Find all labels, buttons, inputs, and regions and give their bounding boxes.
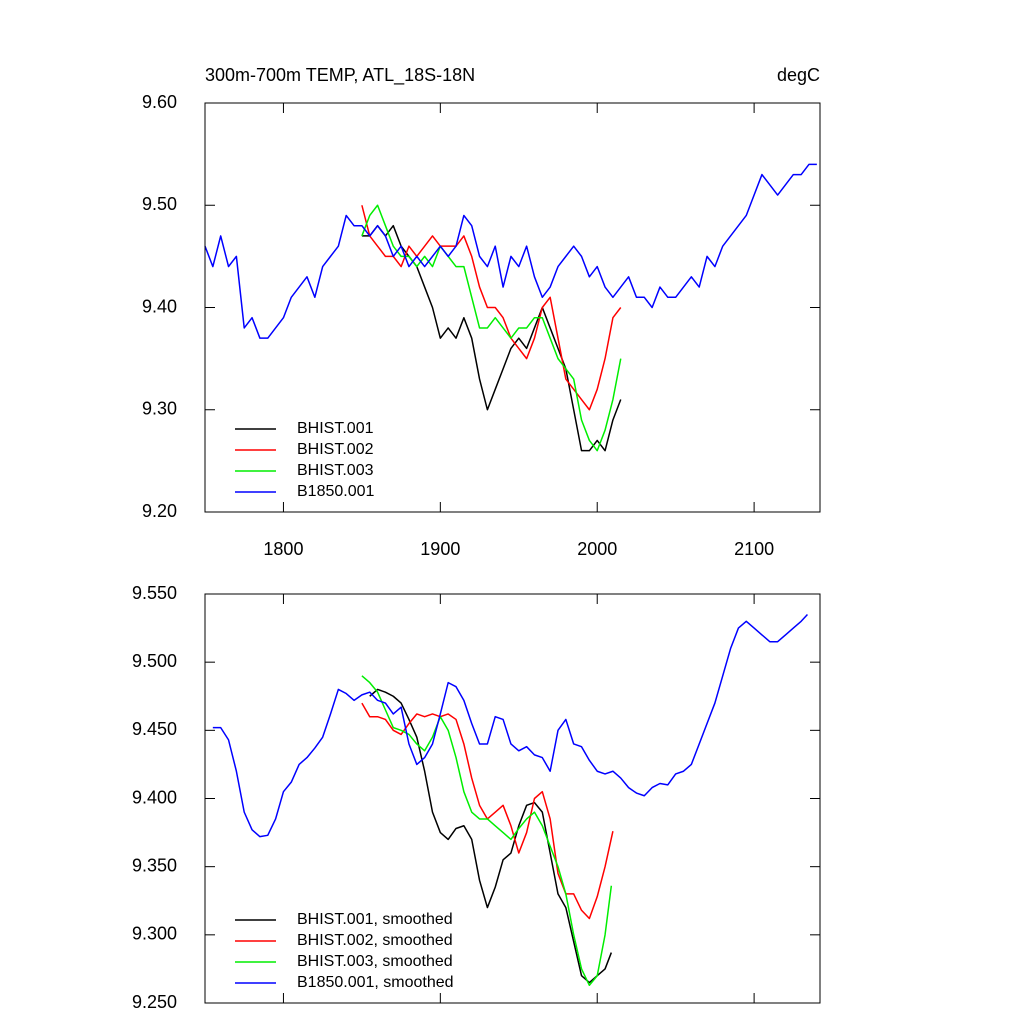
legend-label: B1850.001, smoothed xyxy=(297,974,454,991)
y-tick-label: 9.30 xyxy=(142,399,177,419)
y-tick-label: 9.400 xyxy=(132,787,177,807)
legend-label: B1850.001 xyxy=(297,483,375,500)
units-label: degC xyxy=(777,65,820,85)
data-line xyxy=(361,702,614,920)
chart-title: 300m-700m TEMP, ATL_18S-18N xyxy=(205,65,475,86)
data-line xyxy=(212,613,809,838)
y-tick-label: 9.450 xyxy=(132,719,177,739)
legend-label: BHIST.003, smoothed xyxy=(297,953,453,970)
data-line xyxy=(361,204,622,452)
y-tick-label: 9.250 xyxy=(132,992,177,1012)
y-tick-label: 9.550 xyxy=(132,583,177,603)
data-line xyxy=(361,675,613,987)
data-line xyxy=(204,163,817,339)
x-tick-label: 2100 xyxy=(734,539,774,559)
legend-label: BHIST.003 xyxy=(297,462,374,479)
data-line xyxy=(361,205,622,411)
data-line xyxy=(361,224,622,452)
y-tick-label: 9.40 xyxy=(142,296,177,316)
y-tick-label: 9.300 xyxy=(132,924,177,944)
x-tick-label: 2000 xyxy=(577,539,617,559)
legend-label: BHIST.002, smoothed xyxy=(297,932,453,949)
x-tick-label: 1800 xyxy=(263,539,303,559)
legend-label: BHIST.001, smoothed xyxy=(297,911,453,928)
y-tick-label: 9.500 xyxy=(132,651,177,671)
y-tick-label: 9.350 xyxy=(132,855,177,875)
y-tick-label: 9.60 xyxy=(142,92,177,112)
legend-label: BHIST.002 xyxy=(297,441,374,458)
y-tick-label: 9.50 xyxy=(142,194,177,214)
x-tick-label: 1900 xyxy=(420,539,460,559)
legend-label: BHIST.001 xyxy=(297,420,374,437)
y-tick-label: 9.20 xyxy=(142,501,177,521)
